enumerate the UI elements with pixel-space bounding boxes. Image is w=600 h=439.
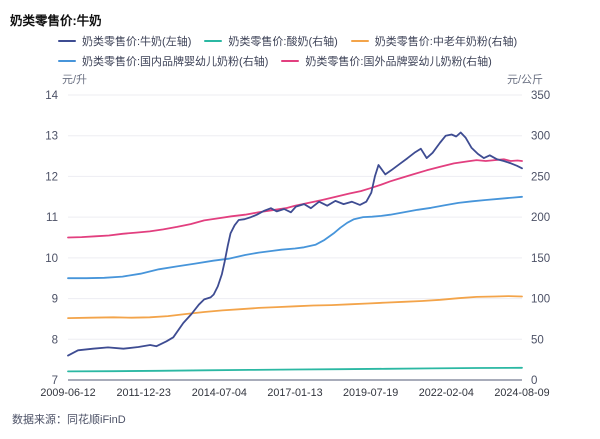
right-axis-tick: 300 [531,131,550,143]
x-axis-tick: 2022-02-04 [419,387,474,399]
legend-item-4[interactable]: 奶类零售价:国外品牌婴幼儿奶粉(右轴) [281,53,492,69]
legend-label: 奶类零售价:国内品牌婴幼儿奶粉(右轴) [82,56,269,68]
series-line-4 [67,158,523,239]
data-source: 数据来源：同花顺iFinD [12,414,126,426]
right-axis-tick: 0 [531,375,537,387]
legend-row: 奶类零售价:牛奶(左轴) 奶类零售价:酸奶(右轴) 奶类零售价:中老年奶粉(右轴) [58,33,558,49]
chart-legend: 奶类零售价:牛奶(左轴) 奶类零售价:酸奶(右轴) 奶类零售价:中老年奶粉(右轴) 奶… [58,33,558,73]
left-axis-tick: 14 [45,90,58,102]
legend-label: 奶类零售价:酸奶(右轴) [228,36,338,48]
right-axis-tick: 250 [531,171,550,183]
legend-item-2[interactable]: 奶类零售价:中老年奶粉(右轴) [350,33,518,49]
left-axis-tick: 10 [45,253,58,265]
series-line-3 [67,195,523,280]
right-axis-tick: 100 [531,294,550,306]
x-axis-tick: 2009-06-12 [40,387,95,399]
left-axis-tick: 8 [52,334,58,346]
left-axis-tick: 9 [52,294,58,306]
legend-swatch-icon [204,39,223,43]
page-title: 奶类零售价:牛奶 [10,14,102,28]
legend-swatch-icon [350,39,369,43]
right-axis-tick: 350 [531,90,550,102]
x-axis-tick: 2019-07-19 [343,387,398,399]
legend-item-1[interactable]: 奶类零售价:酸奶(右轴) [204,33,338,49]
legend-item-3[interactable]: 奶类零售价:国内品牌婴幼儿奶粉(右轴) [58,53,268,69]
series-line-2 [67,295,523,320]
legend-swatch-icon [58,39,76,43]
left-axis-tick: 12 [45,171,58,183]
left-axis-unit: 元/升 [62,74,88,86]
left-axis-tick: 7 [52,375,58,387]
legend-label: 奶类零售价:国外品牌婴幼儿奶粉(右轴) [305,56,492,68]
legend-row: 奶类零售价:国内品牌婴幼儿奶粉(右轴) 奶类零售价:国外品牌婴幼儿奶粉(右轴) [58,53,558,69]
right-axis-tick: 150 [531,253,550,265]
legend-swatch-icon [281,59,300,63]
legend-label: 奶类零售价:中老年奶粉(右轴) [374,36,518,48]
series-line-1 [67,366,523,373]
x-axis-tick: 2017-01-13 [267,387,322,399]
legend-item-0[interactable]: 奶类零售价:牛奶(左轴) [58,33,191,49]
right-axis-unit: 元/公斤 [507,74,544,86]
left-axis-tick: 11 [46,212,58,224]
x-axis-tick: 2011-12-23 [116,387,170,399]
x-axis-tick: 2014-07-04 [192,387,247,399]
right-axis-tick: 50 [531,334,544,346]
legend-swatch-icon [58,59,76,63]
x-axis-tick: 2024-08-09 [494,387,549,399]
right-axis-tick: 200 [531,212,550,224]
left-axis-tick: 13 [45,131,58,143]
legend-label: 奶类零售价:牛奶(左轴) [82,36,192,48]
series-line-0 [67,131,523,357]
